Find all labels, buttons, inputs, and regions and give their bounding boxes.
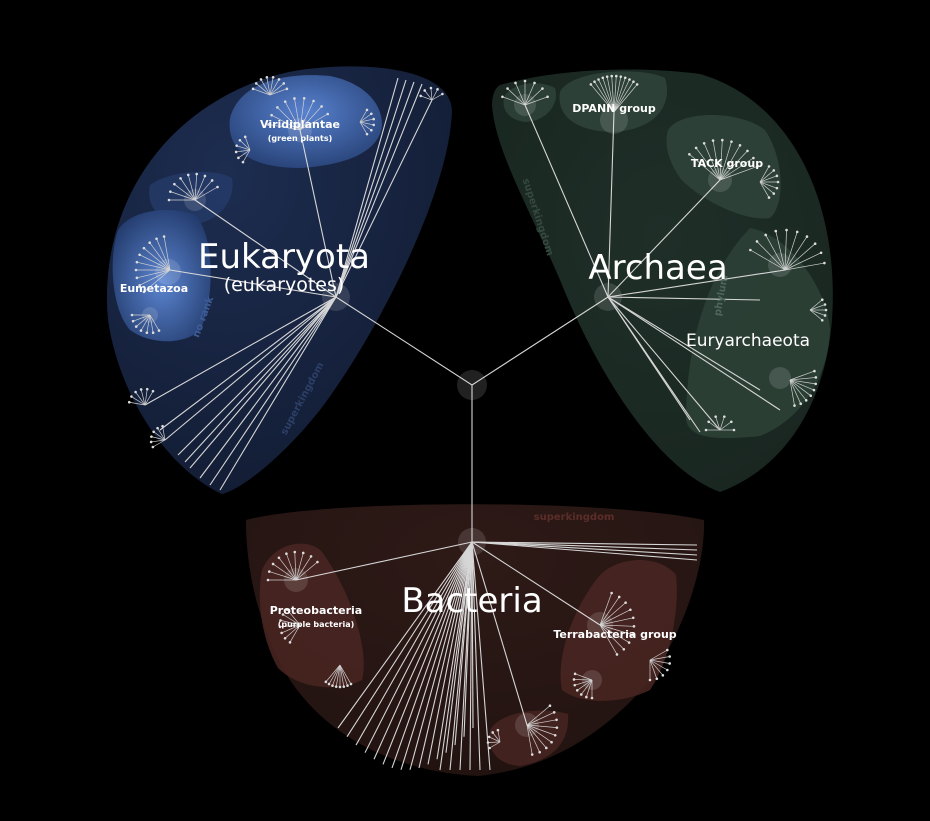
eukaryota-subtitle: (eukaryotes) — [224, 274, 345, 296]
terrabacteria-label: Terrabacteria group — [553, 628, 676, 641]
eumetazoa-label: Eumetazoa — [120, 282, 188, 295]
eukaryota-label: Eukaryota — [198, 237, 370, 277]
viridiplantae-subtitle: (green plants) — [268, 134, 332, 143]
bacteria-label: Bacteria — [401, 581, 542, 621]
tack-region[interactable] — [666, 115, 781, 219]
proteobacteria-region[interactable] — [259, 543, 364, 688]
proteobacteria-subtitle: (purple bacteria) — [278, 620, 355, 629]
proteobacteria-label: Proteobacteria — [270, 604, 362, 617]
euryarchaeota-label: Euryarchaeota — [686, 331, 810, 351]
dpann-label: DPANN group — [572, 102, 656, 115]
tack-label: TACK group — [691, 157, 763, 170]
archaea-label: Archaea — [588, 248, 727, 288]
branch-twigs — [127, 74, 828, 771]
bacteria-rank-label: superkingdom — [534, 512, 615, 523]
viridiplantae-label: Viridiplantae — [260, 118, 340, 131]
viridiplantae-region[interactable] — [229, 75, 382, 168]
eumetazoa-region[interactable] — [112, 210, 211, 342]
